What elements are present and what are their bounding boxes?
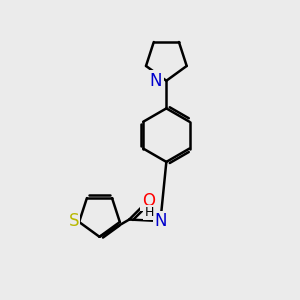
Text: H: H	[144, 206, 154, 219]
Text: N: N	[154, 212, 167, 230]
Text: S: S	[68, 212, 79, 230]
Text: O: O	[142, 191, 155, 209]
Text: N: N	[150, 72, 162, 90]
